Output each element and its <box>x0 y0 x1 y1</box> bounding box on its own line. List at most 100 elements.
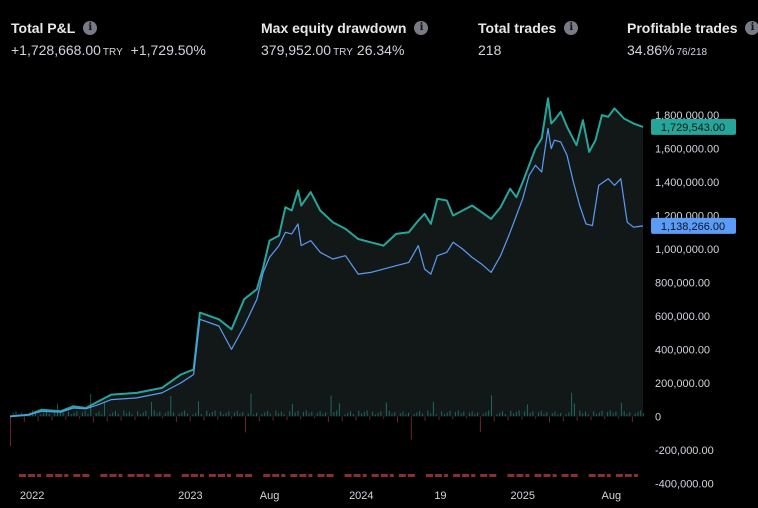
trade-bar <box>222 414 224 417</box>
stats-bar: Total P&L i +1,728,668.00 TRY +1,729.50% M… <box>0 0 758 70</box>
info-icon[interactable]: i <box>745 21 758 35</box>
trade-bar <box>623 411 625 417</box>
trade-bar <box>76 411 78 417</box>
max-drawdown-percent: 26.34% <box>356 42 405 58</box>
trade-bar <box>593 411 595 417</box>
info-icon[interactable]: i <box>414 21 429 35</box>
trade-bar <box>538 412 539 417</box>
trade-bar <box>319 411 321 417</box>
trade-bar <box>134 416 136 420</box>
trade-bar <box>245 416 246 433</box>
trade-bar <box>540 410 542 417</box>
trade-bar <box>435 414 437 417</box>
info-icon[interactable]: i <box>564 21 579 35</box>
trade-bar <box>590 416 592 420</box>
trade-bar <box>316 412 318 417</box>
trade-bar <box>294 412 296 417</box>
trade-bar <box>206 410 208 417</box>
trade-bar <box>68 411 69 417</box>
trade-bar <box>231 416 233 419</box>
trade-bar <box>479 416 481 432</box>
drawdown-mark <box>462 474 470 477</box>
trade-bar <box>48 414 50 417</box>
trade-bar <box>560 412 562 417</box>
trade-bars <box>10 392 644 477</box>
trade-bar <box>217 416 219 420</box>
trade-bar <box>598 412 600 417</box>
trade-bar <box>402 411 404 417</box>
trade-bar <box>521 416 523 420</box>
trade-bar <box>106 416 108 422</box>
drawdown-mark <box>561 474 569 477</box>
trade-bar <box>607 412 609 417</box>
trade-bar <box>139 414 141 417</box>
trade-bar <box>631 416 633 422</box>
trade-bar <box>109 414 111 417</box>
trade-bar <box>162 416 163 419</box>
trade-bar <box>181 412 183 417</box>
drawdown-mark <box>426 474 433 477</box>
drawdown-mark <box>471 474 476 477</box>
profitable-trades-value: 34.86% <box>627 42 675 58</box>
trade-bar <box>579 410 581 417</box>
trade-bar <box>98 411 100 417</box>
trade-bar <box>211 412 213 417</box>
trade-bar <box>70 414 72 417</box>
total-pl-currency: TRY <box>102 47 123 58</box>
trade-bar <box>43 412 45 417</box>
trade-bar <box>330 395 332 417</box>
trade-bar <box>272 416 274 421</box>
drawdown-mark <box>55 474 63 477</box>
y-tick-label: -400,000.00 <box>655 478 714 490</box>
trade-bar <box>568 412 570 417</box>
stat-max-drawdown: Max equity drawdown i 379,952.00 TRY 26.34% <box>261 20 429 58</box>
drawdown-mark <box>444 474 449 477</box>
trade-bar <box>115 410 116 417</box>
trade-bar <box>363 412 365 417</box>
trade-bar <box>427 410 429 417</box>
trade-bar <box>37 416 39 422</box>
y-tick-label: 200,000.00 <box>655 378 710 390</box>
trade-bar <box>444 414 445 417</box>
drawdown-mark <box>480 474 488 477</box>
trade-bar <box>394 412 396 417</box>
trade-bar <box>200 414 202 417</box>
last-value-badges: 1,729,543.00 1,138,266.00 <box>651 118 736 234</box>
trade-bar <box>601 410 603 417</box>
trade-bar <box>496 414 498 417</box>
drawdown-mark <box>100 474 108 477</box>
trade-bar <box>526 404 528 417</box>
trade-bar <box>474 414 476 417</box>
x-tick-label: Aug <box>602 490 622 502</box>
trade-bar <box>242 412 244 417</box>
trade-bar <box>189 416 191 422</box>
trade-bar <box>380 411 382 417</box>
trade-bar <box>148 416 150 420</box>
drawdown-mark <box>534 474 542 477</box>
trade-bar <box>361 413 363 417</box>
trade-bar <box>515 412 517 417</box>
drawdown-mark <box>407 474 415 477</box>
trade-bar <box>258 416 260 422</box>
trade-bar <box>256 412 257 417</box>
trade-bar <box>640 410 642 417</box>
drawdown-mark <box>308 474 313 477</box>
trade-bar <box>432 401 434 417</box>
drawdown-mark <box>118 474 123 477</box>
trade-bar <box>117 413 119 417</box>
drawdown-mark <box>389 474 394 477</box>
trade-bar <box>596 414 597 417</box>
trade-bar <box>518 410 520 417</box>
info-icon[interactable]: i <box>83 21 98 35</box>
trade-bar <box>397 416 398 423</box>
trade-bar <box>399 413 401 417</box>
trade-bar <box>549 416 550 423</box>
trade-bar <box>634 413 636 417</box>
trade-bar <box>571 392 573 417</box>
trade-bar <box>438 416 440 420</box>
trade-bar <box>228 411 230 417</box>
trade-bar <box>236 410 238 417</box>
stat-total-pl: Total P&L i +1,728,668.00 TRY +1,729.50% <box>11 20 206 58</box>
total-trades-value: 218 <box>478 42 502 58</box>
